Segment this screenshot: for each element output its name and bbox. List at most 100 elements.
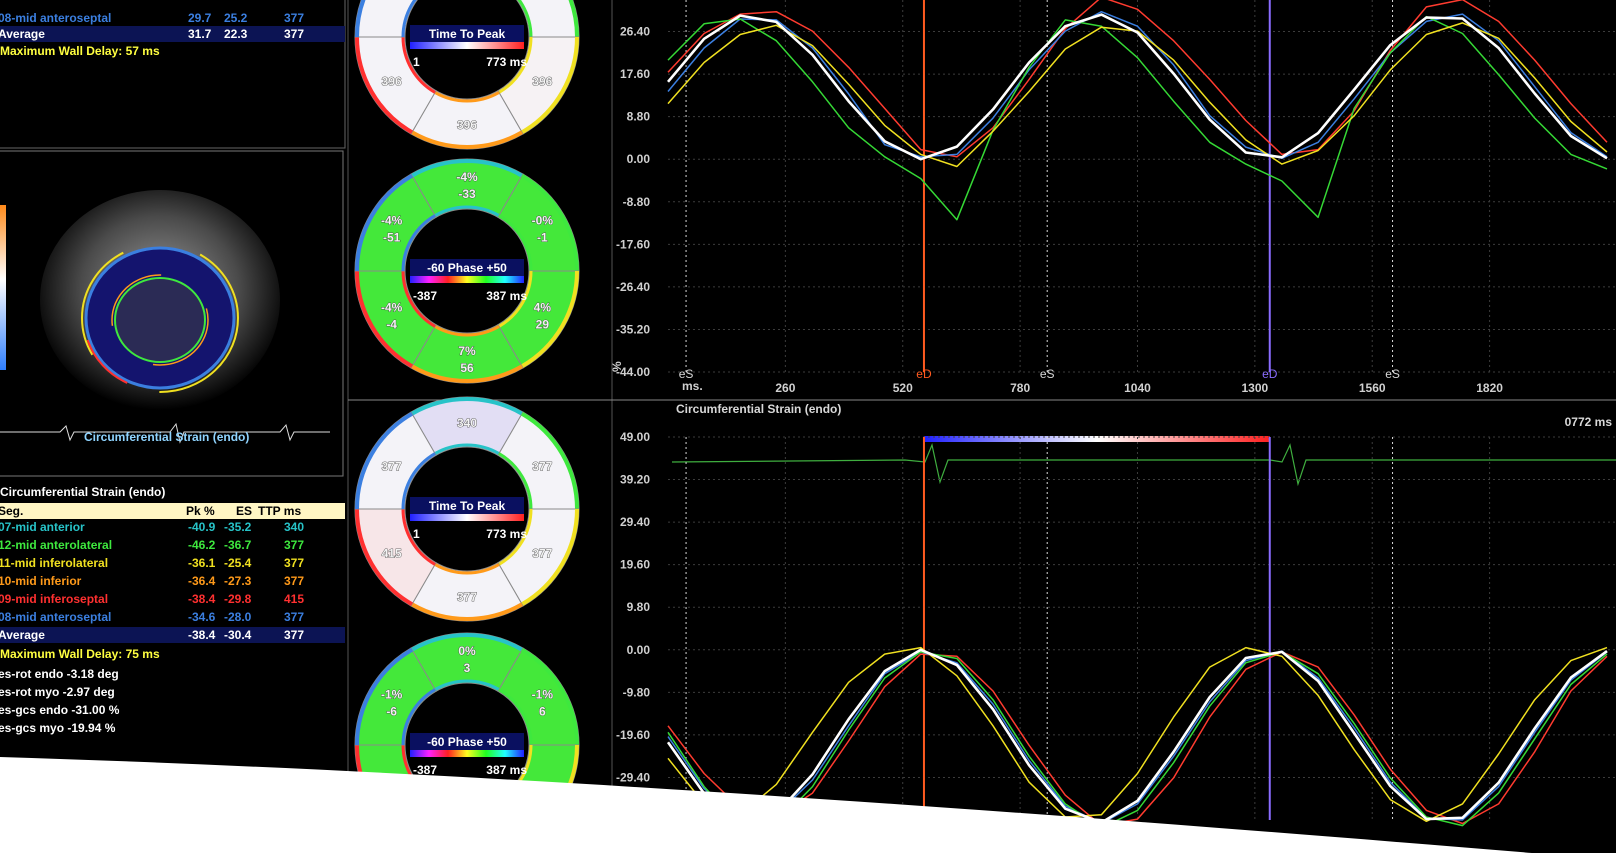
y-tick-label: 26.40 <box>620 25 650 39</box>
segment-value: -6 <box>386 705 397 719</box>
segment-value: 29 <box>536 318 550 332</box>
y-tick-label: 0.00 <box>627 643 651 657</box>
colorbar-min: 1 <box>413 527 420 541</box>
column-header: Seg. <box>0 504 23 518</box>
colorbar-max: 387 ms <box>486 763 527 777</box>
x-tick-label: 1560 <box>1359 381 1386 395</box>
segment-name: 08-mid anteroseptal <box>0 11 111 25</box>
ttp-value: 377 <box>284 538 304 552</box>
es-value: 25.2 <box>224 11 248 25</box>
colorbar <box>410 42 524 49</box>
colorbar-min: 1 <box>413 55 420 69</box>
column-header: ES <box>236 504 252 518</box>
y-axis-label: % <box>610 361 624 372</box>
event-label: eD <box>916 367 932 381</box>
y-tick-label: -9.80 <box>623 685 651 699</box>
segment-label: -1% <box>381 688 403 702</box>
endo-contour <box>115 278 205 362</box>
measurement-note: es-gcs myo -19.94 % <box>0 721 116 735</box>
table-title: Circumferential Strain (endo) <box>0 485 165 499</box>
segment-label: 0% <box>458 644 476 658</box>
y-tick-label: -26.40 <box>616 280 650 294</box>
segment-label: 415 <box>382 547 402 561</box>
y-tick-label: 8.80 <box>627 110 651 124</box>
peak-value: -38.4 <box>188 592 216 606</box>
es-value: -27.3 <box>224 574 252 588</box>
peak-value: -38.4 <box>188 628 216 642</box>
ttp-value: 415 <box>284 592 304 606</box>
segment-label: 396 <box>457 118 477 132</box>
background <box>0 0 1616 853</box>
segment-name: Average <box>0 628 45 642</box>
es-value: -30.4 <box>224 628 252 642</box>
es-value: 22.3 <box>224 27 248 41</box>
y-tick-label: 49.00 <box>620 430 650 444</box>
y-tick-label: 17.60 <box>620 67 650 81</box>
screen: 08-mid anteroseptal 29.7 25.2 377 Average 31.… <box>0 0 1616 853</box>
segment-value: -51 <box>383 231 401 245</box>
segment-label: 377 <box>532 547 552 561</box>
y-tick-label: 29.40 <box>620 515 650 529</box>
bullseye-title: -60 Phase +50 <box>427 261 507 275</box>
colorbar-min: -387 <box>413 289 437 303</box>
es-value: -36.7 <box>224 538 252 552</box>
colorbar-max: 773 ms <box>486 55 527 69</box>
segment-label: 7% <box>458 344 476 358</box>
column-header: TTP ms <box>258 504 301 518</box>
segment-name: 12-mid anterolateral <box>0 538 112 552</box>
y-tick-label: 39.20 <box>620 473 650 487</box>
ttp-value: 377 <box>284 556 304 570</box>
bullseye-title: Time To Peak <box>429 27 506 41</box>
y-tick-label: -8.80 <box>623 195 651 209</box>
peak-value: -40.9 <box>188 520 216 534</box>
colorbar <box>410 514 524 521</box>
segment-label: -4% <box>456 170 478 184</box>
bullseye-title: Time To Peak <box>429 499 506 513</box>
x-tick-label: 1040 <box>1124 381 1151 395</box>
column-header: Pk % <box>186 504 215 518</box>
segment-name: 08-mid anteroseptal <box>0 610 111 624</box>
segment-label: -4% <box>381 301 403 315</box>
y-tick-label: 19.60 <box>620 558 650 572</box>
x-tick-label: 1300 <box>1242 381 1269 395</box>
ttp-value: 340 <box>284 520 304 534</box>
measurement-note: es-rot endo -3.18 deg <box>0 667 119 681</box>
segment-label: 396 <box>382 75 402 89</box>
page-body: 08-mid anteroseptal 29.7 25.2 377 Average 31.… <box>0 0 1616 853</box>
peak-value: -36.4 <box>188 574 216 588</box>
event-label: eS <box>1385 367 1400 381</box>
segment-label: 377 <box>457 590 477 604</box>
segment-value: -33 <box>458 187 476 201</box>
segment-value: -4 <box>386 318 397 332</box>
peak-value: 29.7 <box>188 11 212 25</box>
segment-label: -4% <box>381 214 403 228</box>
y-tick-label: -35.20 <box>616 322 650 336</box>
time-label: 0772 ms <box>1565 415 1613 429</box>
segment-name: Average <box>0 27 45 41</box>
y-tick-label: 9.80 <box>627 600 651 614</box>
es-value: -35.2 <box>224 520 252 534</box>
es-value: -25.4 <box>224 556 252 570</box>
x-axis-label: ms. <box>682 379 703 393</box>
y-tick-label: -19.60 <box>616 728 650 742</box>
x-tick-label: 1820 <box>1476 381 1503 395</box>
page: Strain analysis {"top_table":{"rows":[{"… <box>0 0 1616 853</box>
segment-label: 377 <box>382 460 402 474</box>
y-tick-label: 0.00 <box>627 152 651 166</box>
peak-value: -46.2 <box>188 538 216 552</box>
peak-value: -34.6 <box>188 610 216 624</box>
peak-value: 31.7 <box>188 27 212 41</box>
colorbar <box>410 750 524 757</box>
max-wall-delay: Maximum Wall Delay: 57 ms <box>0 44 160 58</box>
segment-label: 377 <box>532 460 552 474</box>
segment-value: 3 <box>464 661 471 675</box>
x-tick-label: 780 <box>1010 381 1030 395</box>
colorbar-max: 773 ms <box>486 527 527 541</box>
segment-label: 340 <box>457 416 477 430</box>
y-tick-label: -17.60 <box>616 237 650 251</box>
event-label: eS <box>1040 367 1055 381</box>
segment-label: 396 <box>532 75 552 89</box>
segment-label: 4% <box>534 301 552 315</box>
measurement-note: es-rot myo -2.97 deg <box>0 685 115 699</box>
segment-name: 09-mid inferoseptal <box>0 592 108 606</box>
